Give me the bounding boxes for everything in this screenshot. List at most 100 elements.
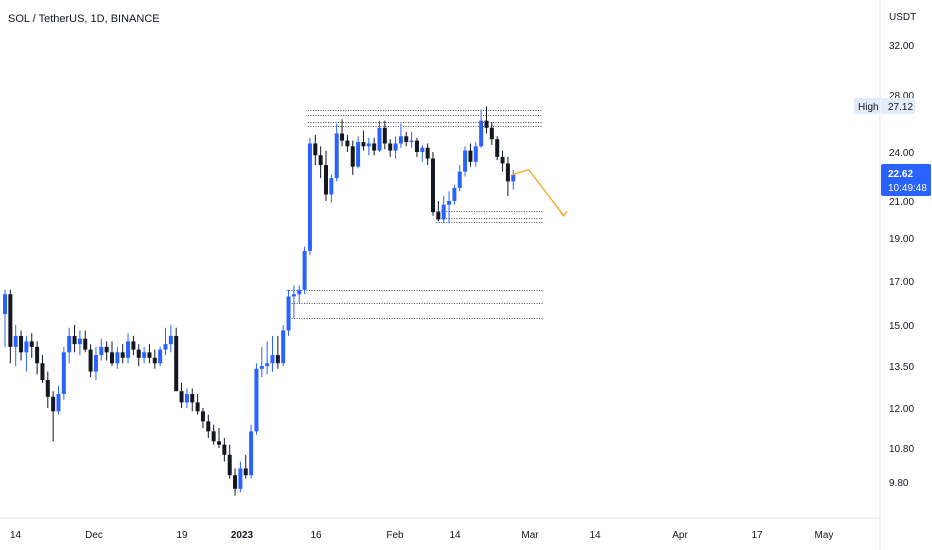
candle-body (329, 178, 334, 195)
candle-body (195, 402, 200, 412)
candle-body (3, 294, 7, 314)
candle-body (40, 363, 45, 380)
candle (222, 438, 227, 462)
candle (77, 330, 82, 356)
candle (115, 346, 120, 369)
chart-title: SOL / TetherUS, 1D, BINANCE (8, 13, 160, 25)
candle-body (227, 454, 232, 476)
candle-body (404, 136, 409, 143)
candle (29, 333, 34, 358)
candle (473, 142, 478, 167)
candle-body (259, 366, 264, 369)
candle (511, 169, 516, 190)
candle-body (61, 352, 66, 394)
time-tick-label: Apr (672, 530, 688, 541)
price-tick-label: 17.00 (889, 277, 914, 288)
candle-body (88, 349, 93, 372)
candle-body (291, 294, 296, 297)
price-tick-label: 12.00 (889, 404, 914, 415)
candle-body (163, 344, 168, 350)
high-value: 27.12 (888, 102, 913, 113)
candle-body (243, 468, 248, 476)
candle-body (377, 127, 382, 151)
candle-body (409, 140, 414, 143)
candle (168, 325, 173, 353)
candle (93, 346, 98, 380)
price-axis[interactable]: 32.00 28.00 24.00 21.00 19.00 17.00 15.00 13.50… (889, 41, 914, 489)
candle (233, 468, 238, 496)
candle-body (19, 335, 24, 353)
candle (152, 349, 157, 369)
candle (206, 414, 211, 438)
candle-body (275, 355, 280, 364)
candle (489, 122, 494, 145)
candle (307, 137, 312, 256)
candle-body (382, 127, 387, 144)
candle-body (24, 341, 29, 353)
candle-body (184, 394, 189, 403)
candle-body (414, 140, 419, 152)
candle (479, 109, 484, 148)
candle (184, 388, 189, 408)
candle (259, 346, 264, 378)
candle (99, 338, 104, 361)
candle-body (340, 133, 345, 141)
candle-body (45, 380, 50, 397)
candle-body (200, 411, 205, 422)
candle (227, 444, 232, 479)
candle-body (511, 174, 516, 182)
candle (431, 152, 435, 216)
candle-body (168, 335, 173, 345)
candle-body (307, 143, 312, 251)
price-tick-label: 10.80 (889, 444, 914, 455)
time-axis[interactable]: 14 Dec 19 2023 16 Feb 14 Mar 14 Apr 17 May (10, 530, 833, 541)
candle (72, 325, 77, 353)
candle-body (136, 349, 141, 358)
time-tick-label: 14 (449, 530, 461, 541)
candle-body (174, 335, 179, 392)
candle-body (484, 120, 489, 128)
candle-body (67, 335, 72, 353)
candle (281, 325, 286, 366)
candle (366, 137, 371, 156)
candle-body (420, 147, 425, 152)
last-price-bg (881, 164, 931, 196)
candle (313, 134, 318, 166)
candle-body (51, 396, 56, 412)
candle (441, 196, 446, 224)
time-tick-label: 14 (589, 530, 601, 541)
candle (356, 136, 361, 169)
candle (484, 106, 489, 134)
candle (404, 132, 409, 147)
candle (334, 123, 339, 182)
last-price-tag: 22.62 10:49:48 (881, 164, 931, 196)
price-tick-label: 13.50 (889, 362, 914, 373)
candle-body (249, 431, 254, 476)
candle-body (8, 294, 13, 347)
projection-arrowhead (559, 210, 568, 217)
candle-body (72, 335, 77, 345)
candle-body (505, 163, 510, 182)
candle-body (120, 352, 125, 358)
time-tick-label: 2023 (231, 530, 254, 541)
candle (200, 408, 205, 428)
candle-body (217, 441, 221, 445)
price-tick-label: 9.80 (889, 478, 909, 489)
candle (243, 454, 248, 479)
candle-body (254, 368, 259, 432)
candle (179, 382, 184, 408)
candle-body (126, 341, 131, 358)
candle (163, 327, 168, 356)
candle-body (313, 143, 318, 156)
high-marker: High 27.12 (854, 98, 915, 114)
candle-body (473, 146, 478, 162)
candle-body (222, 444, 227, 455)
candle (388, 139, 393, 157)
time-tick-label: 19 (176, 530, 188, 541)
candle (174, 327, 179, 392)
candle-body (281, 330, 286, 364)
candle (56, 385, 61, 415)
candle (447, 191, 452, 224)
candle (436, 201, 441, 222)
